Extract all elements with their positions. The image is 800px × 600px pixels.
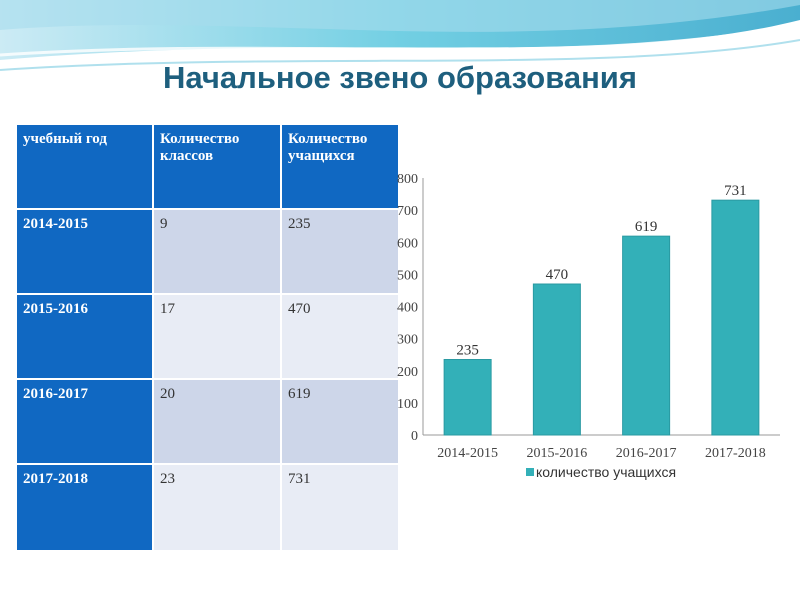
legend-label: количество учащихся [536,464,676,480]
data-table: учебный год Количество классов Количеств… [15,123,400,552]
y-tick-label: 200 [397,365,418,380]
header-students: Количество учащихся [280,123,400,210]
header-classes: Количество классов [152,123,282,210]
data-label: 235 [456,343,479,359]
x-tick-label: 2014-2015 [437,446,498,461]
cell-classes: 17 [152,293,282,380]
table-row: 2017-2018 23 731 [15,463,400,552]
y-tick-label: 100 [397,397,418,412]
cell-year: 2016-2017 [15,378,154,465]
cell-students: 731 [280,463,400,552]
bar [711,199,760,436]
y-tick-label: 500 [397,268,418,283]
cell-students: 470 [280,293,400,380]
data-label: 619 [635,219,658,235]
y-tick-label: 0 [411,429,418,444]
cell-year: 2017-2018 [15,463,154,552]
table-row: 2016-2017 20 619 [15,378,400,465]
y-tick-label: 400 [397,301,418,316]
cell-year: 2014-2015 [15,208,154,295]
x-tick-label: 2016-2017 [616,446,677,461]
table-row: 2015-2016 17 470 [15,293,400,380]
y-tick-label: 700 [397,204,418,219]
cell-classes: 23 [152,463,282,552]
data-label: 731 [724,183,747,199]
data-label: 470 [546,267,569,283]
cell-students: 619 [280,378,400,465]
slide-title: Начальное звено образования [163,60,637,95]
y-tick-label: 600 [397,236,418,251]
bar [443,359,492,436]
bar-chart: 0 100 200 300 400 500 600 700 800 235 2014-2015 470… [397,172,780,480]
legend-swatch [526,468,534,476]
bar [532,283,581,436]
x-tick-label: 2015-2016 [527,446,588,461]
y-tick-label: 800 [397,172,418,187]
cell-classes: 9 [152,208,282,295]
cell-classes: 20 [152,378,282,465]
header-year: учебный год [15,123,154,210]
cell-students: 235 [280,208,400,295]
y-tick-label: 300 [397,333,418,348]
bar [622,235,671,436]
table-row: 2014-2015 9 235 [15,208,400,295]
cell-year: 2015-2016 [15,293,154,380]
x-tick-label: 2017-2018 [705,446,766,461]
wave-background [0,0,800,71]
